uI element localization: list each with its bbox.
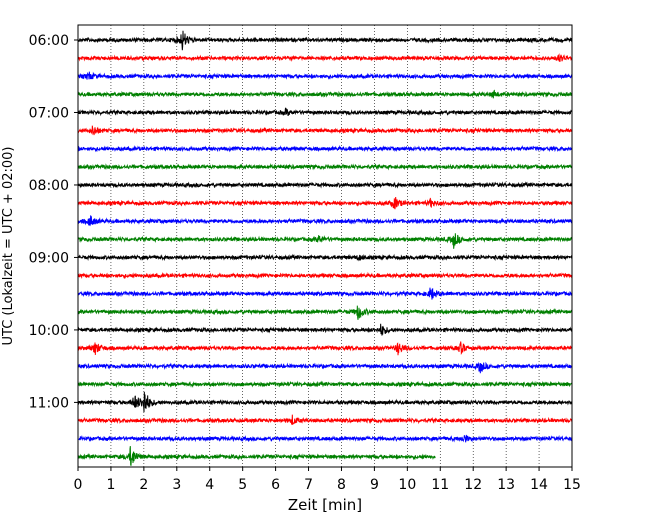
x-tick-label: 11 — [431, 477, 449, 493]
seismic-trace — [77, 30, 573, 51]
seismic-trace — [77, 253, 573, 262]
y-axis: 06:00 07:00 08:00 09:00 10:00 11:00 — [29, 33, 78, 411]
seismic-trace — [77, 414, 573, 425]
seismic-trace — [77, 380, 573, 388]
x-tick-label: 7 — [304, 477, 313, 493]
y-tick-label: 09:00 — [29, 250, 69, 266]
seismic-trace — [77, 163, 573, 171]
seismic-trace — [77, 233, 573, 249]
x-tick-label: 13 — [497, 477, 515, 493]
seismic-trace — [77, 305, 573, 320]
seismic-trace — [77, 71, 573, 80]
seismic-trace — [77, 361, 573, 374]
seismic-trace — [77, 341, 573, 356]
y-tick-label: 10:00 — [29, 323, 69, 339]
x-tick-label: 10 — [398, 477, 416, 493]
seismic-trace — [77, 125, 573, 136]
y-axis-label: UTC (Lokalzeit = UTC + 02:00) — [1, 147, 16, 346]
seismic-trace — [77, 323, 573, 336]
x-tick-label: 1 — [106, 477, 115, 493]
plot-frame — [77, 24, 573, 468]
x-tick-label: 8 — [337, 477, 346, 493]
traces — [77, 30, 573, 466]
y-tick-label: 11:00 — [29, 395, 69, 411]
seismic-trace — [77, 197, 573, 210]
x-tick-label: 5 — [238, 477, 247, 493]
seismic-trace — [77, 89, 573, 99]
x-tick-label: 6 — [271, 477, 280, 493]
seismic-trace — [77, 434, 573, 443]
x-axis-label: Zeit [min] — [288, 496, 362, 514]
x-tick-label: 15 — [563, 477, 581, 493]
seismic-trace — [77, 107, 573, 117]
seismic-trace — [77, 287, 573, 300]
plot-background — [78, 25, 572, 467]
seismic-trace — [77, 215, 573, 227]
y-tick-label: 06:00 — [29, 33, 69, 49]
x-tick-label: 9 — [370, 477, 379, 493]
x-axis: 0 1 2 3 4 5 6 7 8 9 10 11 12 13 14 15 — [74, 467, 581, 493]
x-tick-label: 2 — [139, 477, 148, 493]
seismic-trace — [77, 144, 573, 153]
y-tick-label: 07:00 — [29, 105, 69, 121]
y-tick-label: 08:00 — [29, 178, 69, 194]
seismic-trace — [77, 446, 436, 466]
x-tick-label: 4 — [205, 477, 214, 493]
seismic-trace — [77, 53, 573, 62]
x-tick-label: 0 — [74, 477, 83, 493]
seismic-trace — [77, 271, 573, 280]
x-tick-label: 14 — [530, 477, 548, 493]
seismic-trace — [77, 391, 573, 413]
x-tick-label: 12 — [464, 477, 482, 493]
seismic-trace — [77, 181, 573, 189]
x-tick-label: 3 — [172, 477, 181, 493]
